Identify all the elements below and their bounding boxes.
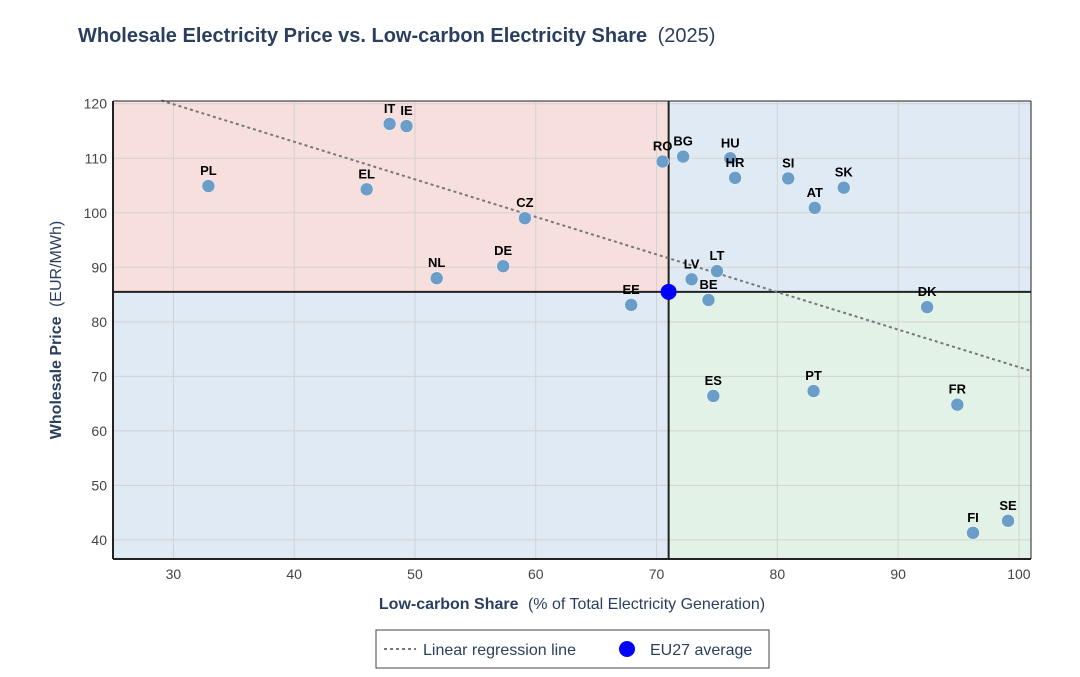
data-label-fi: FI bbox=[967, 510, 979, 525]
chart-title-year: (2025) bbox=[658, 25, 716, 47]
data-point-lt bbox=[710, 264, 724, 278]
x-tick-label: 100 bbox=[1007, 566, 1031, 582]
data-label-de: DE bbox=[494, 243, 512, 258]
data-point-el bbox=[359, 182, 374, 197]
data-point-fr bbox=[950, 397, 965, 412]
data-label-bg: BG bbox=[673, 134, 693, 149]
x-tick-label: 50 bbox=[407, 566, 423, 582]
x-tick-label: 70 bbox=[649, 566, 665, 582]
y-tick-label: 90 bbox=[91, 259, 107, 275]
data-point-es bbox=[706, 389, 721, 403]
data-label-es: ES bbox=[705, 373, 723, 388]
data-label-el: EL bbox=[358, 166, 375, 181]
y-axis-title-main: Wholesale Price bbox=[48, 316, 65, 439]
data-label-sk: SK bbox=[835, 165, 854, 180]
data-label-lt: LT bbox=[709, 248, 724, 263]
quadrant-top-left bbox=[113, 101, 669, 292]
y-tick-label: 110 bbox=[85, 150, 108, 166]
data-label-fr: FR bbox=[949, 382, 967, 397]
x-axis-title-main: Low-carbon Share bbox=[379, 596, 519, 613]
y-tick-label: 80 bbox=[91, 314, 107, 330]
legend-regression-label: Linear regression line bbox=[423, 642, 576, 659]
data-point-se bbox=[1001, 514, 1015, 528]
y-axis-title: Wholesale Price (EUR/MWh) bbox=[48, 221, 65, 439]
x-tick-label: 80 bbox=[770, 566, 786, 582]
legend-eu-label: EU27 average bbox=[650, 642, 752, 659]
data-label-pt: PT bbox=[805, 368, 822, 383]
y-tick-label: 40 bbox=[91, 532, 107, 548]
axes bbox=[112, 100, 1032, 560]
data-label-hr: HR bbox=[726, 155, 745, 170]
data-point-cz bbox=[518, 211, 532, 225]
grid-lines bbox=[113, 101, 1031, 559]
y-tick-label: 50 bbox=[91, 477, 107, 493]
data-label-at: AT bbox=[807, 185, 823, 200]
x-tick-labels: 30 40 50 60 70 80 90 100 bbox=[166, 566, 1031, 582]
data-label-pl: PL bbox=[200, 163, 217, 178]
regression-line bbox=[161, 99, 1032, 372]
data-point-it bbox=[382, 117, 397, 131]
y-tick-label: 60 bbox=[91, 423, 107, 439]
data-label-si: SI bbox=[782, 155, 794, 170]
legend-box bbox=[375, 629, 770, 669]
eu27-average-marker bbox=[660, 283, 677, 300]
data-point-hu bbox=[723, 151, 737, 165]
data-point-pt bbox=[806, 384, 821, 398]
data-point-bg bbox=[676, 149, 690, 164]
data-points: IT IE PL EL CZ NL DE RO BG HU HR SI SK AT LV LT EE BE DK ES… bbox=[200, 101, 1017, 540]
data-label-nl: NL bbox=[428, 255, 445, 270]
x-axis-title: Low-carbon Share (% of Total Electricity… bbox=[379, 596, 765, 613]
data-label-se: SE bbox=[999, 498, 1017, 513]
data-label-dk: DK bbox=[918, 284, 937, 299]
data-point-ee bbox=[624, 298, 638, 312]
data-label-be: BE bbox=[699, 277, 717, 292]
data-point-sk bbox=[837, 180, 851, 195]
data-point-si bbox=[781, 171, 795, 186]
data-label-it: IT bbox=[384, 101, 396, 116]
data-label-ie: IE bbox=[400, 103, 413, 118]
x-tick-label: 90 bbox=[890, 566, 906, 582]
data-point-nl bbox=[429, 271, 444, 285]
data-point-ie bbox=[399, 119, 414, 133]
data-label-ee: EE bbox=[623, 282, 641, 297]
chart-title: Wholesale Electricity Price vs. Low-carb… bbox=[78, 25, 715, 47]
data-point-be bbox=[701, 293, 716, 307]
average-reference-lines bbox=[113, 101, 1031, 559]
y-tick-label: 100 bbox=[84, 205, 108, 221]
quadrant-backgrounds bbox=[113, 101, 1031, 559]
data-label-cz: CZ bbox=[516, 195, 533, 210]
data-point-de bbox=[496, 259, 510, 273]
y-tick-labels: 40 50 60 70 80 90 100 110 120 bbox=[84, 96, 108, 548]
data-label-hu: HU bbox=[721, 135, 740, 150]
quadrant-top-right bbox=[668, 101, 1031, 292]
data-point-lv bbox=[684, 272, 699, 287]
data-point-hr bbox=[728, 171, 742, 185]
quadrant-bottom-left bbox=[113, 291, 669, 559]
y-tick-label: 70 bbox=[91, 368, 107, 384]
x-tick-label: 60 bbox=[528, 566, 544, 582]
x-axis-title-unit: (% of Total Electricity Generation) bbox=[528, 596, 765, 613]
data-label-ro: RO bbox=[653, 139, 673, 154]
data-point-fi bbox=[966, 526, 980, 540]
legend-eu-swatch bbox=[619, 641, 635, 657]
data-point-pl bbox=[201, 179, 216, 193]
x-tick-label: 40 bbox=[286, 566, 302, 582]
x-tick-label: 30 bbox=[166, 566, 182, 582]
data-point-ro bbox=[655, 154, 670, 169]
y-axis-title-unit: (EUR/MWh) bbox=[48, 221, 65, 307]
data-label-lv: LV bbox=[684, 256, 700, 271]
y-tick-label: 120 bbox=[84, 96, 108, 112]
legend: Linear regression line EU27 average bbox=[375, 629, 770, 669]
regression-line-path bbox=[161, 99, 1032, 372]
chart-title-main: Wholesale Electricity Price vs. Low-carb… bbox=[78, 25, 647, 47]
data-point-dk bbox=[920, 300, 934, 314]
eu27-average-point bbox=[660, 283, 677, 300]
data-point-at bbox=[808, 201, 822, 215]
quadrant-bottom-right bbox=[668, 291, 1031, 559]
